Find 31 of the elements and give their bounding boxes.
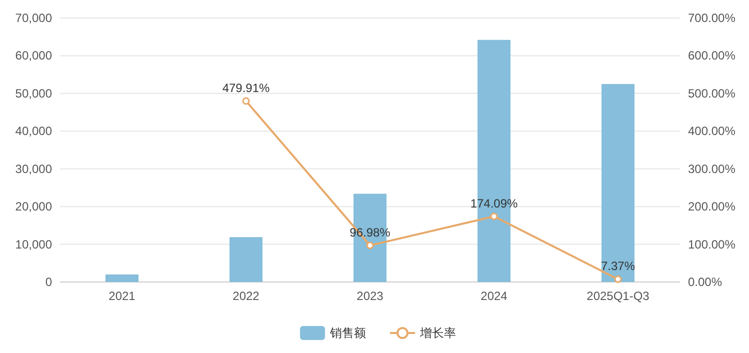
x-tick-label: 2021: [108, 289, 136, 303]
point: [490, 212, 498, 220]
y-tick-label: 70,000: [15, 11, 52, 25]
y-tick-label: 40,000: [15, 124, 52, 138]
y-tick-label: 30,000: [15, 162, 52, 176]
y2-tick-label: 600.00%: [688, 48, 736, 63]
x-tick-label: 2022: [232, 289, 260, 303]
data-label: 479.91%: [222, 81, 270, 96]
y2-tick-label: 100.00%: [688, 237, 736, 252]
bar: [230, 237, 262, 282]
legend-label: 销售额: [329, 326, 366, 340]
y-tick-label: 60,000: [15, 48, 52, 63]
bar: [106, 274, 138, 282]
y2-tick-label: 300.00%: [688, 162, 736, 176]
y2-tick-label: 0.00%: [688, 275, 722, 289]
y2-tick-label: 400.00%: [688, 124, 736, 138]
y2-tick-label: 500.00%: [688, 86, 736, 100]
legend-label: 增长率: [419, 326, 456, 340]
y-tick-label: 0: [45, 275, 52, 289]
y-tick-label: 10,000: [15, 237, 52, 252]
point: [614, 275, 622, 283]
y-tick-label: 20,000: [15, 200, 52, 214]
bar: [602, 84, 634, 282]
point: [242, 97, 250, 105]
point: [366, 242, 374, 250]
x-tick-label: 2025Q1-Q3: [586, 289, 650, 303]
y2-tick-label: 700.00%: [688, 11, 736, 25]
y-tick-label: 50,000: [15, 86, 52, 100]
y2-tick-label: 200.00%: [688, 200, 736, 214]
x-tick-label: 2023: [356, 289, 384, 303]
x-tick-label: 2024: [480, 289, 508, 303]
